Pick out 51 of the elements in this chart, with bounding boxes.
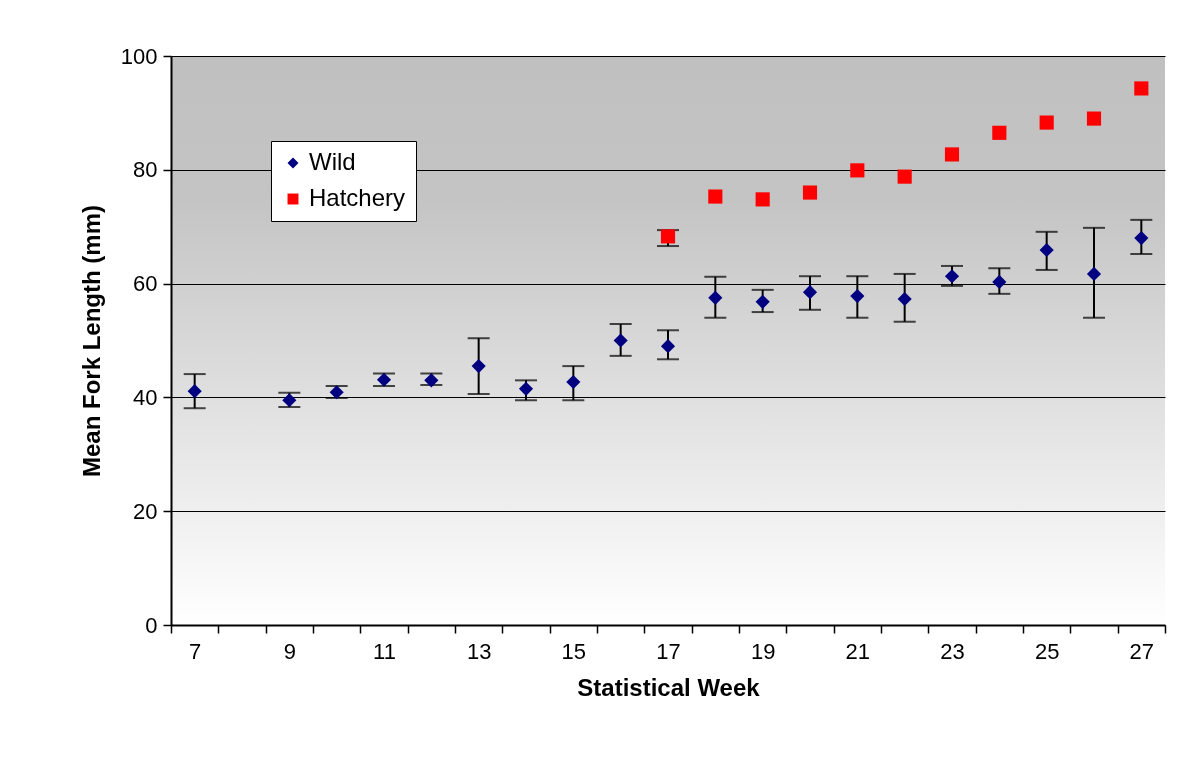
x-tick-label: 13 [466, 638, 492, 664]
x-tick-label: 17 [656, 638, 681, 664]
x-tick-label: 7 [189, 638, 202, 664]
point [282, 393, 297, 408]
point [1039, 115, 1054, 130]
point [708, 189, 723, 204]
point [424, 373, 439, 388]
point [1086, 266, 1102, 281]
x-tick-label: 19 [750, 638, 776, 664]
point [1039, 242, 1054, 258]
y-tick-label: 80 [133, 157, 158, 183]
x-tick-label: 21 [845, 638, 871, 664]
point [566, 374, 581, 390]
point [708, 290, 723, 305]
y-tick-label: 60 [133, 271, 158, 297]
x-tick-label: 11 [373, 638, 396, 664]
point [992, 125, 1007, 140]
x-axis-title: Statistical Week [577, 673, 761, 701]
x-tick-label: 23 [940, 638, 965, 664]
y-tick-label: 20 [133, 498, 158, 524]
point [518, 381, 534, 396]
point [1086, 111, 1102, 126]
y-tick-label: 40 [133, 384, 158, 410]
point [944, 269, 960, 284]
point [850, 289, 865, 304]
point [613, 333, 628, 348]
point [992, 274, 1007, 289]
point [660, 229, 676, 244]
point [850, 163, 865, 178]
point [897, 291, 912, 307]
x-tick-label: 27 [1129, 638, 1155, 664]
point [755, 192, 770, 207]
point [660, 339, 676, 354]
point [897, 169, 912, 184]
point [471, 359, 486, 374]
point [187, 384, 202, 399]
point [755, 294, 770, 309]
point [1134, 81, 1149, 96]
y-axis-title: Mean Fork Length (mm) [77, 204, 105, 478]
y-tick-label: 100 [120, 43, 158, 69]
x-tick-label: 15 [561, 638, 587, 664]
point [944, 147, 960, 162]
point [802, 185, 818, 200]
point [329, 385, 344, 400]
x-tick-label: 25 [1034, 638, 1060, 664]
legend-label: Wild [309, 148, 356, 175]
x-tick-label: 9 [283, 638, 296, 664]
legend-label: Hatchery [309, 184, 406, 211]
point [1134, 231, 1149, 246]
point [802, 285, 818, 300]
y-tick-label: 0 [145, 612, 158, 638]
